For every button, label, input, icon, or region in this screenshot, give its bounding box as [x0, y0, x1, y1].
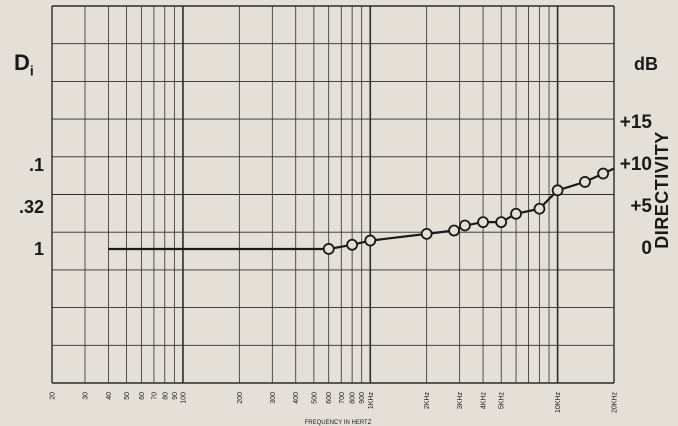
x-tick-label: 500 [311, 392, 318, 404]
right-axis-unit: dB [634, 54, 658, 74]
data-point [364, 234, 377, 247]
x-tick-label: 50 [124, 392, 131, 400]
x-tick-label: 70 [151, 392, 158, 400]
x-tick-label: 5KHz [499, 392, 506, 410]
x-tick-label: 100 [180, 392, 187, 404]
left-axis-label-subscript: i [29, 62, 34, 79]
data-point [597, 167, 610, 180]
x-tick-label: 60 [139, 392, 146, 400]
data-point [346, 238, 359, 251]
right-axis-title: DIRECTIVITY [652, 131, 672, 249]
data-point [495, 216, 508, 229]
grid [51, 5, 615, 384]
x-tick-label: 20KHz [612, 392, 619, 414]
x-tick-label: 800 [350, 392, 357, 404]
data-point [551, 184, 564, 197]
x-tick-label: 3KHz [457, 392, 464, 410]
x-tick-label: 600 [326, 392, 333, 404]
left-tick-label: .1 [28, 155, 44, 176]
right-tick-label: +10 [619, 154, 652, 176]
x-tick-label: 2KHz [424, 392, 431, 410]
left-tick-label: 1 [33, 239, 44, 259]
x-tick-label: 400 [293, 392, 300, 404]
data-point [477, 216, 489, 229]
right-tick-label: 0 [641, 238, 652, 259]
x-tick-label: 900 [359, 392, 366, 404]
data-point [448, 224, 460, 237]
right-tick-label: +15 [619, 112, 652, 134]
x-tick-label: 10KHz [555, 392, 562, 414]
data-point [420, 227, 433, 240]
left-tick-label: .32 [18, 197, 44, 218]
x-tick-label: 4KHz [481, 392, 488, 410]
data-point [322, 243, 335, 255]
x-tick-label: 300 [270, 392, 277, 404]
left-axis-label-main: D [14, 50, 30, 75]
data-point [510, 207, 522, 220]
data-point [533, 202, 546, 215]
x-tick-label: 20 [50, 392, 57, 400]
series-layer [108, 167, 615, 255]
x-tick-label: 700 [339, 392, 346, 404]
data-point [459, 219, 471, 232]
x-tick-labels: 20 30 40 50 60 70 80 90 100 200 300 400 500 600 700 800… [50, 392, 619, 414]
x-tick-label: 40 [106, 392, 113, 400]
x-axis-title: FREQUENCY IN HERTZ [305, 420, 372, 426]
x-tick-label: 1KHz [368, 392, 375, 410]
x-tick-label: 30 [83, 392, 90, 400]
data-point [579, 176, 591, 188]
x-tick-label: 90 [172, 392, 179, 400]
right-tick-label: +5 [630, 196, 652, 218]
left-axis-label: Di [14, 52, 34, 81]
x-tick-label: 200 [237, 392, 244, 404]
x-tick-label: 80 [162, 392, 169, 400]
